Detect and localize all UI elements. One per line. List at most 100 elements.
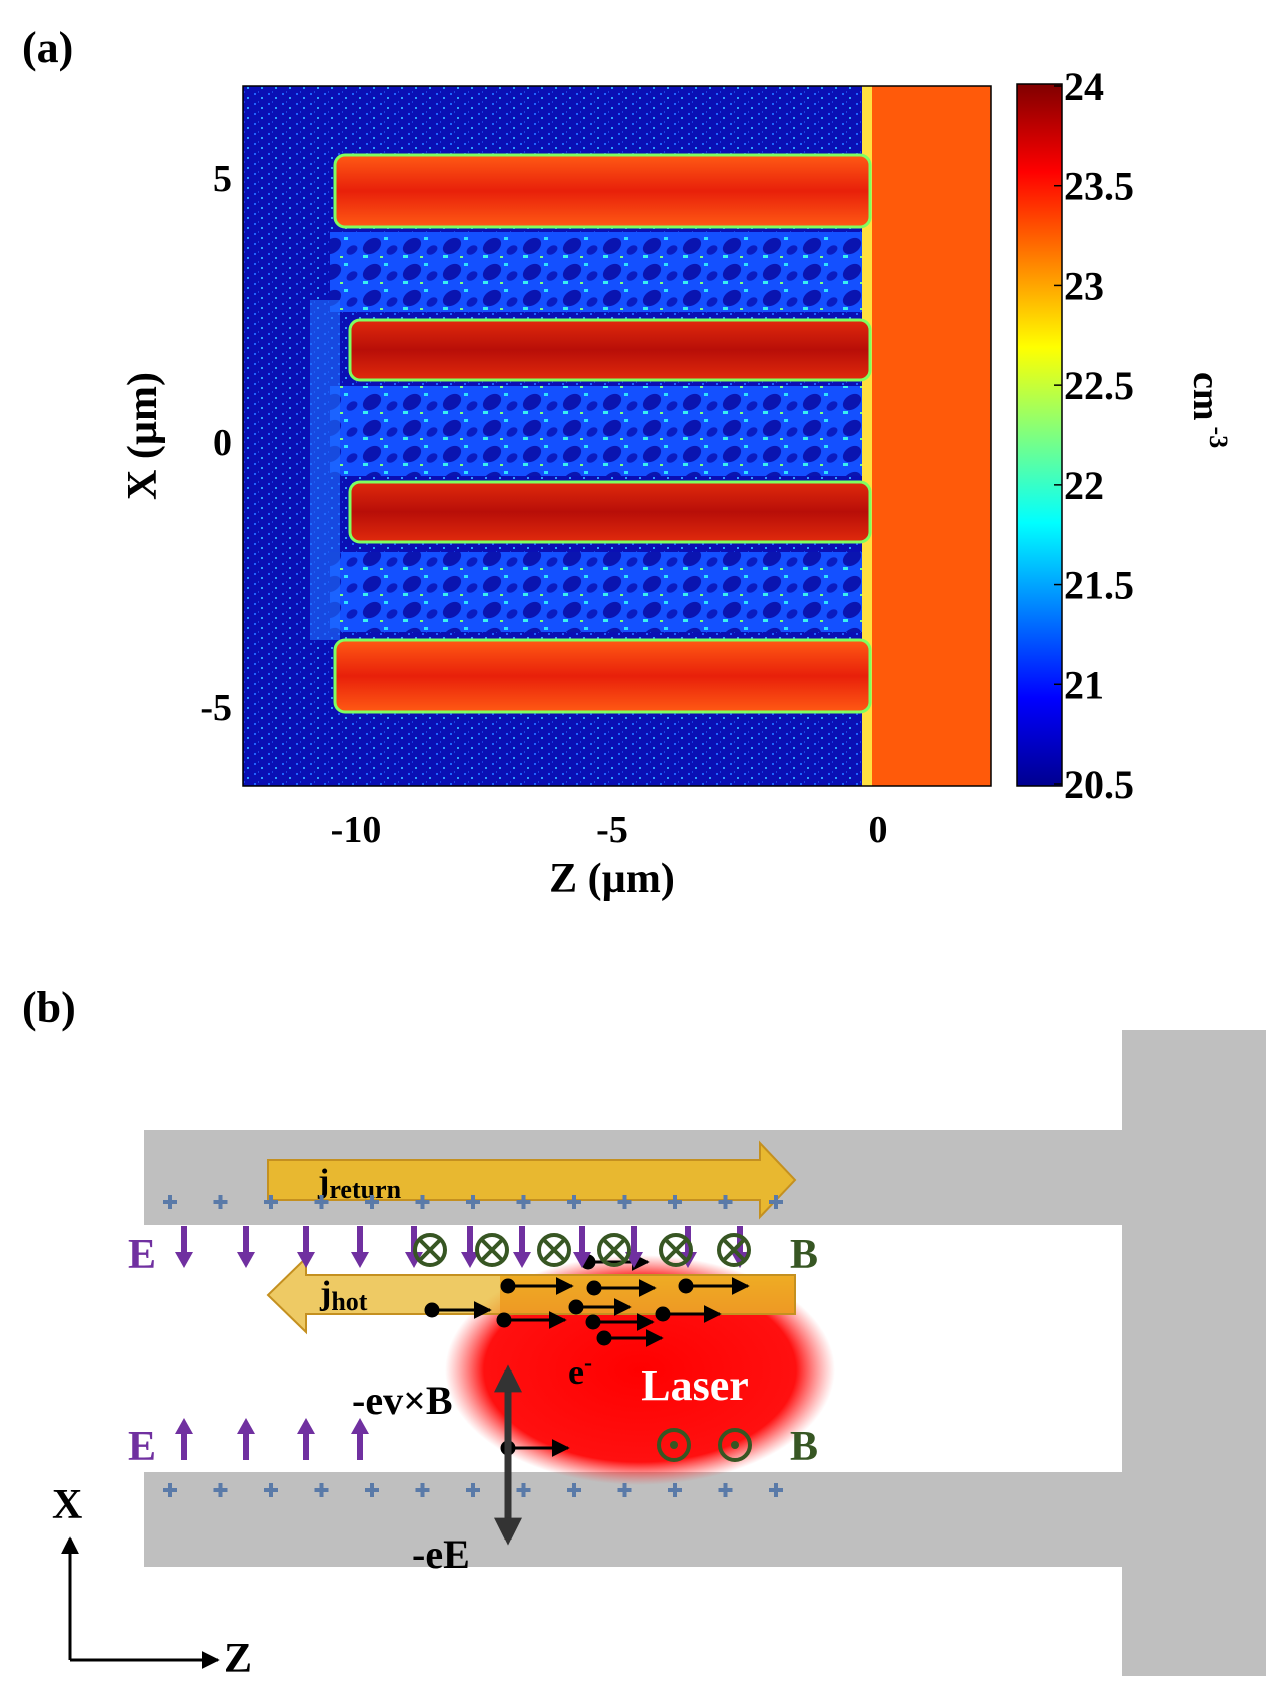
j-hot-label: jhot	[319, 1275, 368, 1316]
ion-charge-plus	[415, 1483, 430, 1497]
colorbar-tick-label: 22.5	[1064, 363, 1134, 408]
x-axis-label: Z (µm)	[549, 856, 675, 902]
gap-region-2	[330, 386, 870, 476]
e-field-arrowhead	[351, 1252, 369, 1268]
ion-charge-plus	[718, 1483, 733, 1497]
axis-x-label: X	[52, 1482, 82, 1528]
e-field-arrowhead	[237, 1418, 255, 1434]
y-tick-label: -5	[200, 687, 232, 729]
x-tick-label: -10	[331, 809, 382, 851]
y-tick-label: 0	[213, 422, 232, 464]
b-into-page-icon	[475, 1233, 509, 1267]
b-out-of-page-dot	[731, 1441, 739, 1449]
wire-3	[348, 480, 872, 544]
e-field-arrowhead	[297, 1252, 315, 1268]
force-e-label: -eE	[412, 1532, 470, 1577]
ion-charge-plus	[516, 1195, 531, 1209]
ion-charge-plus	[516, 1483, 531, 1497]
ion-charge-plus	[314, 1483, 329, 1497]
ion-charge-plus	[314, 1195, 329, 1209]
ion-charge-plus	[213, 1483, 228, 1497]
ion-charge-plus	[668, 1195, 682, 1209]
schematic: jreturn Laser jhot e- -ev×B -eE E	[52, 1030, 1266, 1682]
ion-charge-plus	[163, 1195, 177, 1209]
wire-2	[348, 318, 872, 382]
gap-region-1	[330, 232, 870, 312]
x-tick-label: 0	[869, 809, 888, 851]
ion-charge-plus	[718, 1195, 733, 1209]
colorbar-gradient	[1016, 83, 1063, 787]
ion-charge-plus	[466, 1195, 480, 1209]
wire-1	[333, 153, 872, 229]
substrate-block	[1122, 1030, 1266, 1676]
colorbar-tick-label: 22	[1064, 463, 1104, 508]
tip-halo	[310, 300, 340, 640]
ion-charge-plus	[365, 1483, 379, 1497]
e-field-label-top: E	[128, 1232, 156, 1278]
gap-region-3	[330, 552, 870, 632]
ion-charge-plus	[415, 1195, 430, 1209]
axis-z-label: Z	[224, 1636, 252, 1682]
ion-charge-plus	[264, 1483, 278, 1497]
e-field-arrowhead	[175, 1418, 193, 1434]
ion-charge-plus	[466, 1483, 480, 1497]
y-axis-label: X (µm)	[120, 372, 166, 500]
e-field-arrowhead	[461, 1252, 479, 1268]
ion-charge-plus	[567, 1195, 581, 1209]
e-field-arrows	[175, 1226, 749, 1460]
b-into-page-cross	[418, 1238, 442, 1262]
ion-charge-plus	[567, 1483, 581, 1497]
heatmap-plot	[242, 85, 992, 787]
b-into-page-icon	[597, 1233, 631, 1267]
ion-charge-plus	[163, 1483, 177, 1497]
ion-charge-plus	[617, 1195, 632, 1209]
electron-label: e-	[568, 1350, 592, 1392]
e-field-arrowhead	[573, 1252, 591, 1268]
ion-charge-plus	[769, 1195, 783, 1209]
colorbar-tick-label: 21	[1064, 662, 1104, 707]
e-field-arrowhead	[237, 1252, 255, 1268]
colorbar-tick-label: 21.5	[1064, 563, 1134, 608]
e-field-arrowhead	[405, 1252, 423, 1268]
force-vxb-label: -ev×B	[352, 1378, 453, 1423]
lower-wire	[144, 1472, 1124, 1567]
b-field-symbols	[413, 1233, 752, 1462]
e-field-arrowhead	[513, 1252, 531, 1268]
substrate	[868, 86, 991, 786]
e-field-arrowhead	[175, 1252, 193, 1268]
b-into-page-icon	[717, 1233, 751, 1267]
x-tick-label: -5	[596, 809, 628, 851]
substrate-edge	[862, 86, 872, 786]
ion-charge-plus	[617, 1483, 632, 1497]
ion-charge-plus	[264, 1195, 278, 1209]
colorbar-tick-label: 24	[1064, 64, 1104, 109]
e-field-arrowhead	[351, 1418, 369, 1434]
b-into-page-cross	[602, 1238, 626, 1262]
b-field-label-top: B	[790, 1232, 818, 1278]
ion-charge-plus	[668, 1483, 682, 1497]
b-into-page-cross	[664, 1238, 688, 1262]
wire-4	[333, 638, 872, 714]
e-field-arrowhead	[297, 1418, 315, 1434]
colorbar-tick-label: 20.5	[1064, 762, 1134, 807]
b-out-of-page-icon	[718, 1428, 752, 1462]
panel-a-label: (a)	[22, 23, 73, 72]
ion-charge-plus	[365, 1195, 379, 1209]
ion-charges	[163, 1195, 783, 1497]
b-into-page-cross	[480, 1238, 504, 1262]
ion-charge-plus	[213, 1195, 228, 1209]
laser-label: Laser	[641, 1361, 749, 1410]
colorbar-unit: cm-3	[1185, 372, 1233, 448]
b-into-page-icon	[413, 1233, 447, 1267]
colorbar-ticks: 24 23.5 23 22.5 22 21.5 21 20.5	[1054, 64, 1134, 807]
b-into-page-cross	[542, 1238, 566, 1262]
b-field-label-bottom: B	[790, 1424, 818, 1470]
j-return-label: jreturn	[317, 1163, 402, 1204]
electron-arrows	[424, 1253, 750, 1457]
b-out-of-page-icon	[657, 1428, 691, 1462]
b-into-page-icon	[537, 1233, 571, 1267]
heatmap-frame	[242, 85, 992, 787]
b-into-page-cross	[722, 1238, 746, 1262]
colorbar-tick-label: 23	[1064, 263, 1104, 308]
